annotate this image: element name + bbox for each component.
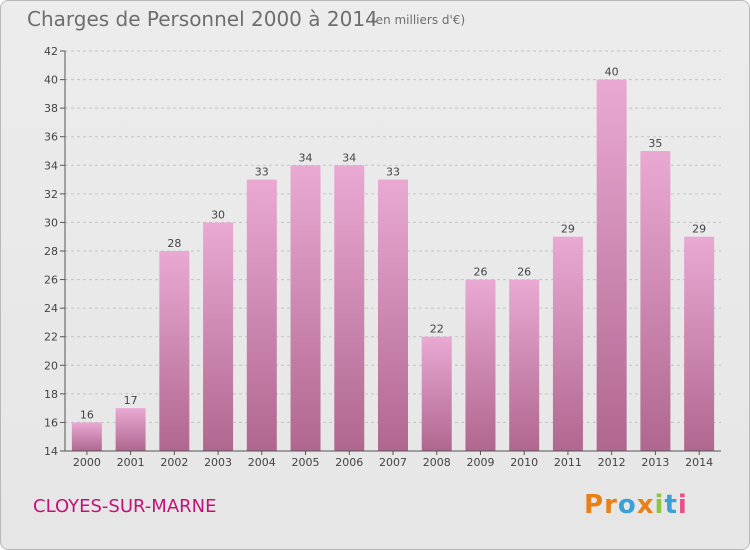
data-label: 17 — [124, 394, 138, 407]
logo-letter: x — [636, 490, 655, 520]
bar — [640, 151, 671, 451]
x-tick-label: 2005 — [292, 456, 320, 469]
bar — [552, 236, 583, 451]
logo-letter: i — [654, 490, 665, 520]
data-labels: 16 17 28 30 33 34 34 33 22 26 26 29 40 35 29 — [80, 66, 706, 422]
data-label: 22 — [430, 323, 444, 336]
bar — [159, 251, 190, 451]
bar — [71, 422, 102, 451]
x-tick-label: 2009 — [466, 456, 494, 469]
x-tick-label: 2014 — [685, 456, 713, 469]
y-tick-label: 24 — [44, 302, 58, 315]
proxiti-logo: Proxiti — [584, 490, 688, 520]
bar — [684, 236, 715, 451]
y-tick-label: 28 — [44, 245, 58, 258]
logo-letter: P — [584, 490, 605, 520]
y-tick-label: 30 — [44, 216, 58, 229]
y-tick-label: 26 — [44, 274, 58, 287]
data-label: 40 — [605, 66, 619, 79]
data-label: 30 — [211, 208, 225, 221]
x-tick-label: 2010 — [510, 456, 538, 469]
x-tick-label: 2003 — [204, 456, 232, 469]
chart-subtitle: (en milliers d'€) — [371, 13, 466, 27]
data-label: 35 — [648, 137, 662, 150]
logo-letter: t — [664, 490, 678, 520]
data-label: 29 — [561, 223, 575, 236]
bar — [378, 179, 408, 452]
x-tick-label: 2004 — [248, 456, 276, 469]
logo-letter: i — [677, 490, 688, 520]
x-tick-label: 2007 — [379, 456, 407, 469]
x-tick-label: 2006 — [335, 456, 363, 469]
logo-letter: o — [617, 490, 637, 520]
bars-group — [71, 79, 715, 452]
chart-title: Charges de Personnel 2000 à 2014 — [27, 7, 378, 31]
x-tick-label: 2013 — [641, 456, 669, 469]
bar — [596, 79, 627, 452]
logo-letter: r — [604, 490, 618, 520]
data-label: 34 — [299, 151, 313, 164]
bar — [290, 165, 321, 452]
y-tick-label: 22 — [44, 331, 58, 344]
y-tick-label: 36 — [44, 131, 58, 144]
bar — [421, 336, 452, 451]
x-tick-label: 2001 — [117, 456, 145, 469]
data-label: 34 — [342, 151, 356, 164]
data-label: 16 — [80, 408, 94, 421]
x-tick-label: 2012 — [598, 456, 626, 469]
x-tick-label: 2002 — [160, 456, 188, 469]
data-label: 33 — [386, 166, 400, 179]
y-tick-label: 16 — [44, 416, 58, 429]
data-label: 26 — [473, 266, 487, 279]
commune-name: CLOYES-SUR-MARNE — [33, 496, 217, 517]
bar — [246, 179, 277, 452]
bar — [465, 279, 496, 451]
y-tick-label: 18 — [44, 388, 58, 401]
bar — [509, 279, 540, 451]
y-tick-label: 40 — [44, 74, 58, 87]
y-tick-label: 42 — [44, 45, 58, 58]
y-tick-labels: 14 16 18 20 22 24 26 28 30 32 34 36 38 40 42 — [44, 45, 65, 458]
data-label: 26 — [517, 266, 531, 279]
data-label: 28 — [167, 237, 181, 250]
bar — [334, 165, 365, 452]
y-tick-label: 20 — [44, 359, 58, 372]
y-tick-label: 32 — [44, 188, 58, 201]
x-tick-label: 2011 — [554, 456, 582, 469]
y-tick-label: 14 — [44, 445, 58, 458]
bar — [203, 222, 234, 451]
y-tick-label: 34 — [44, 159, 58, 172]
y-tick-label: 38 — [44, 102, 58, 115]
x-tick-label: 2008 — [423, 456, 451, 469]
bar — [115, 408, 146, 451]
data-label: 29 — [692, 223, 706, 236]
x-tick-label: 2000 — [73, 456, 101, 469]
x-tick-labels: 2000 2001 2002 2003 2004 2005 2006 2007 2008 2009… — [73, 451, 713, 469]
data-label: 33 — [255, 166, 269, 179]
